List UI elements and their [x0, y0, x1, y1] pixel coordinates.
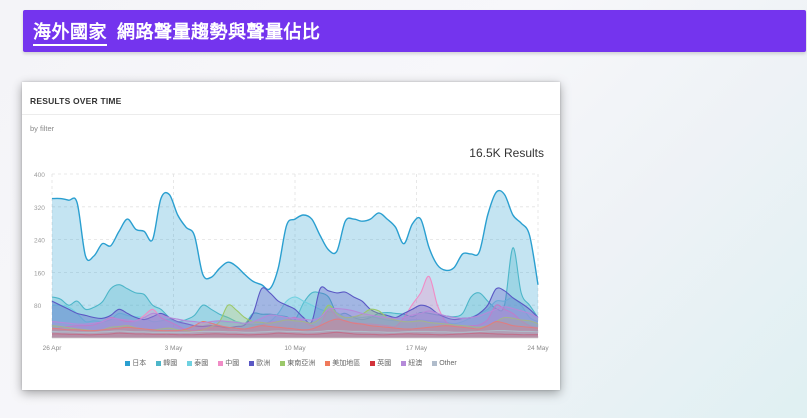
series-4-area [52, 286, 538, 338]
series-5-area [52, 304, 538, 338]
series-4-line[interactable] [51, 286, 539, 329]
legend-swatch-icon [401, 360, 407, 366]
chart-legend: 日本 韓國 泰國 中國 歐洲 東南亞洲 美加地區 英國 紐澳 Other [22, 358, 560, 368]
series-9-line[interactable] [51, 330, 539, 333]
legend-item[interactable]: 歐洲 [249, 358, 270, 368]
series-7-line[interactable] [51, 331, 538, 336]
total-results-count: 16.5K Results [469, 146, 544, 160]
header-banner: 海外國家 網路聲量趨勢與聲量佔比 [23, 10, 806, 52]
y-tick-label: 400 [34, 172, 45, 179]
legend-label: 中國 [225, 360, 240, 367]
results-over-time-card: RESULTS OVER TIME by filter 16.5K Result… [22, 82, 560, 390]
card-subtitle: by filter [30, 124, 55, 133]
results-area-chart[interactable]: 80 160 240 320 400 26 Apr 3 May 10 May 17 May 24 … [22, 82, 560, 390]
legend-label: 泰國 [194, 360, 209, 367]
legend-item[interactable]: 泰國 [187, 358, 208, 368]
series-6-line[interactable] [51, 318, 539, 332]
x-tick-label: 26 Apr [43, 345, 63, 352]
legend-label: 紐澳 [408, 360, 423, 367]
series-3-area [52, 276, 538, 338]
x-tick-label: 17 May [406, 345, 428, 352]
legend-item[interactable]: 日本 [125, 358, 146, 368]
legend-item[interactable]: 韓國 [156, 358, 177, 368]
legend-swatch-icon [325, 360, 331, 366]
legend-swatch-icon [125, 360, 131, 366]
series-8-line[interactable] [51, 306, 539, 325]
legend-swatch-icon [187, 360, 193, 366]
legend-label: 美加地區 [332, 360, 361, 367]
series-1-line[interactable] [51, 247, 539, 325]
legend-label: 韓國 [163, 360, 178, 367]
legend-swatch-icon [156, 360, 162, 366]
y-tick-label: 160 [34, 270, 45, 277]
legend-swatch-icon [249, 360, 255, 366]
title-highlight: 海外國家 [33, 22, 107, 46]
legend-swatch-icon [370, 360, 376, 366]
legend-item[interactable]: 美加地區 [325, 358, 360, 368]
card-title: RESULTS OVER TIME [30, 96, 122, 106]
legend-label: 歐洲 [256, 360, 271, 367]
series-5-line[interactable] [51, 304, 539, 332]
series-1-area [52, 247, 538, 338]
series-7-area [52, 332, 538, 338]
page-title: 海外國家 網路聲量趨勢與聲量佔比 [33, 18, 321, 46]
legend-label: 英國 [377, 360, 392, 367]
legend-swatch-icon [218, 360, 224, 366]
series-6-area [52, 319, 538, 338]
series-0-line[interactable] [51, 189, 539, 291]
y-tick-label: 320 [34, 205, 45, 212]
y-tick-label: 240 [34, 238, 45, 245]
legend-swatch-icon [432, 360, 438, 366]
legend-item[interactable]: 中國 [218, 358, 239, 368]
x-tick-label: 3 May [165, 345, 183, 352]
y-tick-label: 80 [34, 303, 42, 310]
legend-label: 東南亞洲 [287, 360, 316, 367]
title-main: 網路聲量趨勢與聲量佔比 [117, 22, 321, 43]
x-tick-label: 10 May [284, 345, 306, 352]
series-0-area [52, 190, 538, 338]
x-tick-label: 24 May [527, 345, 549, 352]
legend-item[interactable]: 紐澳 [401, 358, 422, 368]
legend-item[interactable]: Other [432, 360, 457, 367]
legend-swatch-icon [280, 360, 286, 366]
legend-item[interactable]: 東南亞洲 [280, 358, 315, 368]
legend-label: 日本 [132, 360, 147, 367]
legend-item[interactable]: 英國 [370, 358, 391, 368]
card-divider [22, 114, 560, 115]
legend-label: Other [439, 360, 457, 367]
